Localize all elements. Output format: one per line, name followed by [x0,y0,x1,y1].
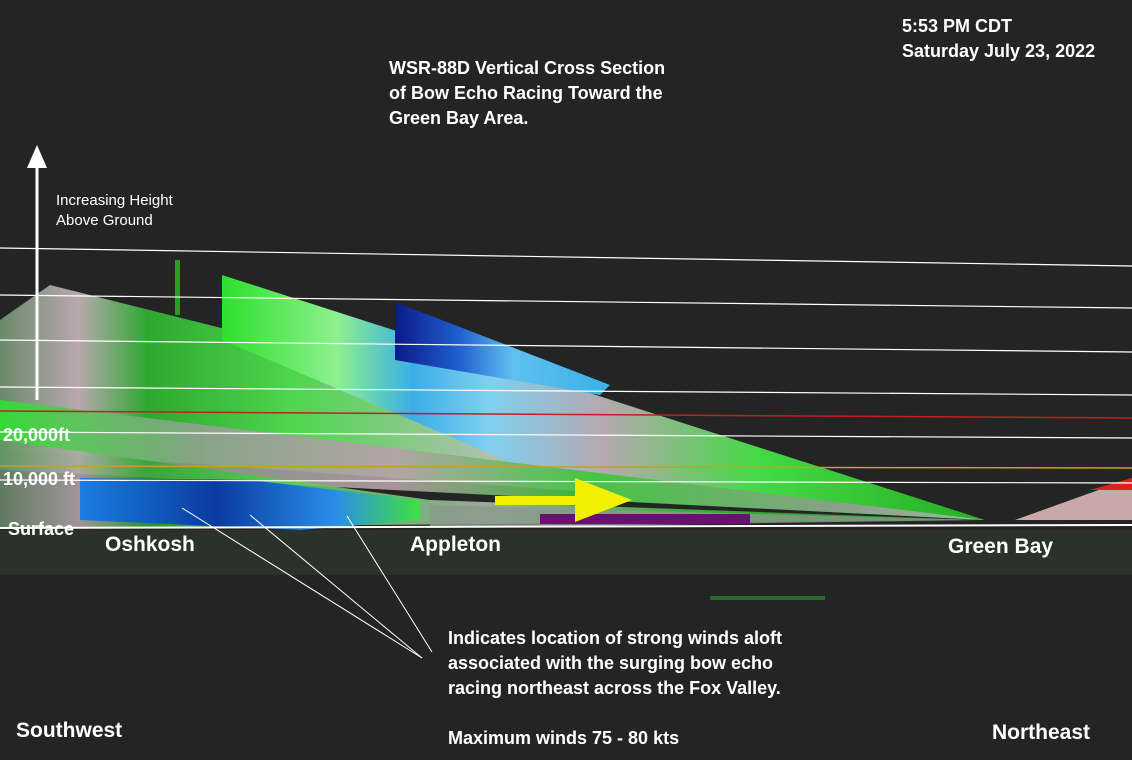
radar-echo [80,478,420,530]
direction-label: Northeast [992,721,1090,744]
radar-echo [395,302,610,395]
height-arrow-head [27,145,47,168]
place-label: Appleton [410,533,501,556]
title: of Bow Echo Racing Toward the [389,83,663,103]
pointer-lines [181,507,433,659]
height-line [0,465,1132,469]
ground-clutter [0,530,1132,575]
arrow-label: Above Ground [56,212,153,229]
height-label: 20,000ft [3,425,70,445]
place-label: Green Bay [948,535,1053,558]
motion-arrow-head [575,478,632,522]
freezing-line [0,410,1132,419]
ground-clutter [710,596,825,600]
date: Saturday July 23, 2022 [902,41,1095,61]
annotation: Indicates location of strong winds aloft [448,628,782,648]
radar-echo [0,400,985,520]
radar-echo [175,260,180,315]
time: 5:53 PM CDT [902,16,1012,36]
direction-label: Southwest [16,719,122,742]
annotation: racing northeast across the Fox Valley. [448,678,781,698]
place-label: Oshkosh [105,533,195,556]
radar-echo [540,514,750,524]
height-label: 10,000 ft [3,469,75,489]
height-label: Surface [8,519,74,539]
height-lines [0,247,1132,529]
annotation: associated with the surging bow echo [448,653,773,673]
max-winds: Maximum winds 75 - 80 kts [448,728,679,748]
title: Green Bay Area. [389,108,528,128]
radar-echo [1090,478,1132,490]
title: WSR-88D Vertical Cross Section [389,58,665,78]
motion-arrow [495,496,580,505]
arrow-label: Increasing Height [56,192,174,209]
